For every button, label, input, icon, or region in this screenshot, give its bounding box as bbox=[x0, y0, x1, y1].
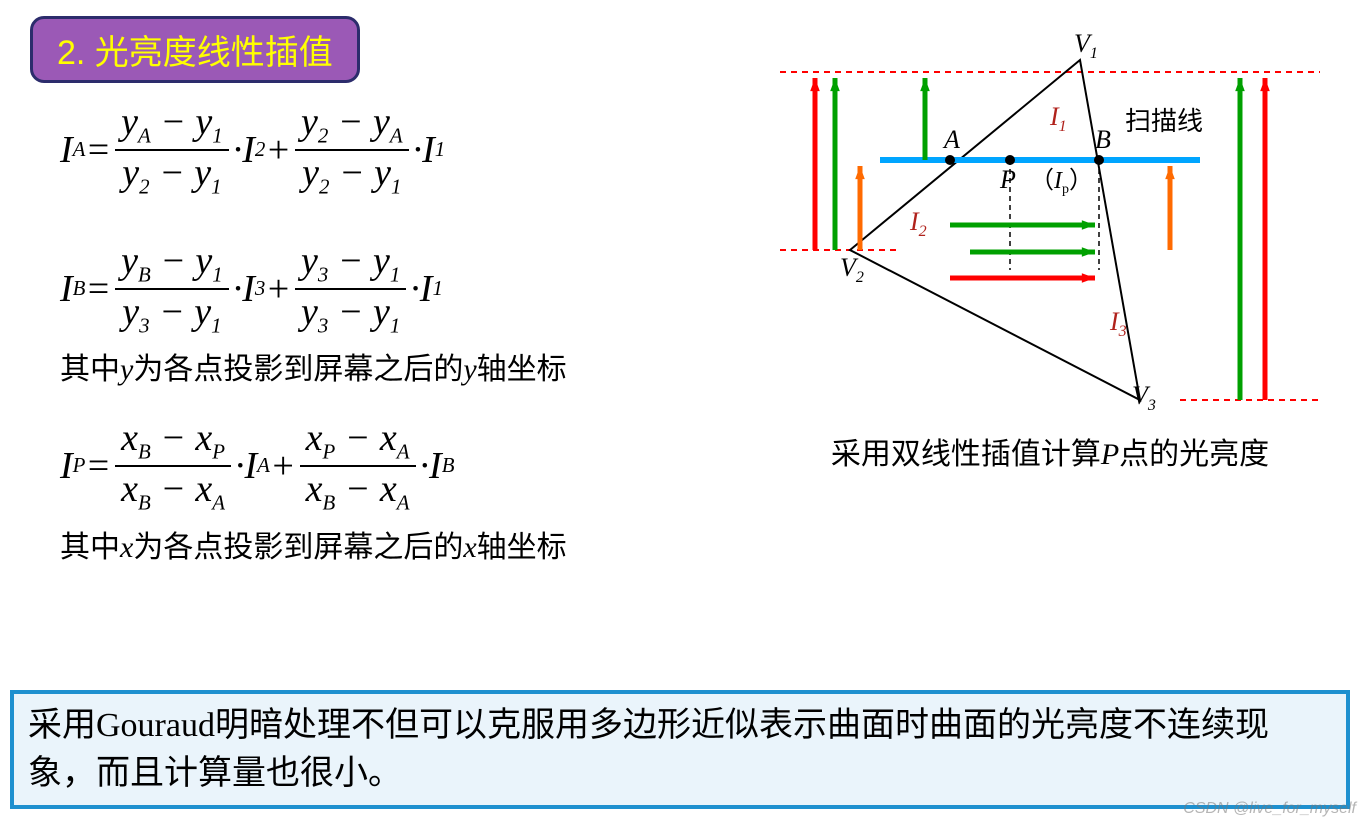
frac1: yA − y1 y2 − y1 bbox=[115, 100, 229, 199]
svg-text:P: P bbox=[999, 165, 1016, 194]
watermark: CSDN @live_for_myself bbox=[1183, 800, 1356, 818]
svg-text:A: A bbox=[942, 125, 960, 154]
section-header: 2. 光亮度线性插值 bbox=[30, 16, 360, 83]
svg-text:B: B bbox=[1095, 125, 1111, 154]
svg-text:扫描线: 扫描线 bbox=[1125, 107, 1203, 136]
section-title: 2. 光亮度线性插值 bbox=[57, 34, 333, 72]
diagram-caption: 采用双线性插值计算P点的光亮度 bbox=[760, 429, 1340, 473]
note-x: 其中x为各点投影到屏幕之后的x轴坐标 bbox=[60, 522, 640, 566]
summary-box: 采用Gouraud明暗处理不但可以克服用多边形近似表示曲面时曲面的光亮度不连续现… bbox=[10, 690, 1350, 809]
eq: = bbox=[85, 128, 111, 172]
formula-IB: IB = yB − y1 y3 − y1 · I3 + y3 − y1 y3 −… bbox=[60, 239, 640, 338]
svg-text:（Ip）: （Ip） bbox=[1030, 168, 1093, 197]
triangle-diagram: V1V2V3ABPI1I2I3（Ip）扫描线 bbox=[760, 30, 1340, 420]
formula-block: IA = yA − y1 y2 − y1 · I2 + y2 − yA y2 −… bbox=[60, 100, 640, 594]
formula-IA: IA = yA − y1 y2 − y1 · I2 + y2 − yA y2 −… bbox=[60, 100, 640, 199]
frac2: y2 − yA y2 − y1 bbox=[295, 100, 409, 199]
svg-text:V1: V1 bbox=[1074, 30, 1098, 62]
svg-text:V3: V3 bbox=[1132, 381, 1156, 414]
svg-text:V2: V2 bbox=[840, 253, 864, 286]
lhs-sub: A bbox=[73, 137, 86, 162]
diagram: V1V2V3ABPI1I2I3（Ip）扫描线 采用双线性插值计算P点的光亮度 bbox=[760, 30, 1340, 460]
note-y: 其中y为各点投影到屏幕之后的y轴坐标 bbox=[60, 344, 640, 388]
lhs: I bbox=[60, 128, 73, 172]
svg-text:I2: I2 bbox=[909, 207, 927, 240]
formula-IP: IP = xB − xP xB − xA · IA + xP − xA xB −… bbox=[60, 416, 640, 515]
svg-text:I1: I1 bbox=[1049, 102, 1067, 135]
summary-text: 采用Gouraud明暗处理不但可以克服用多边形近似表示曲面时曲面的光亮度不连续现… bbox=[28, 707, 1269, 792]
